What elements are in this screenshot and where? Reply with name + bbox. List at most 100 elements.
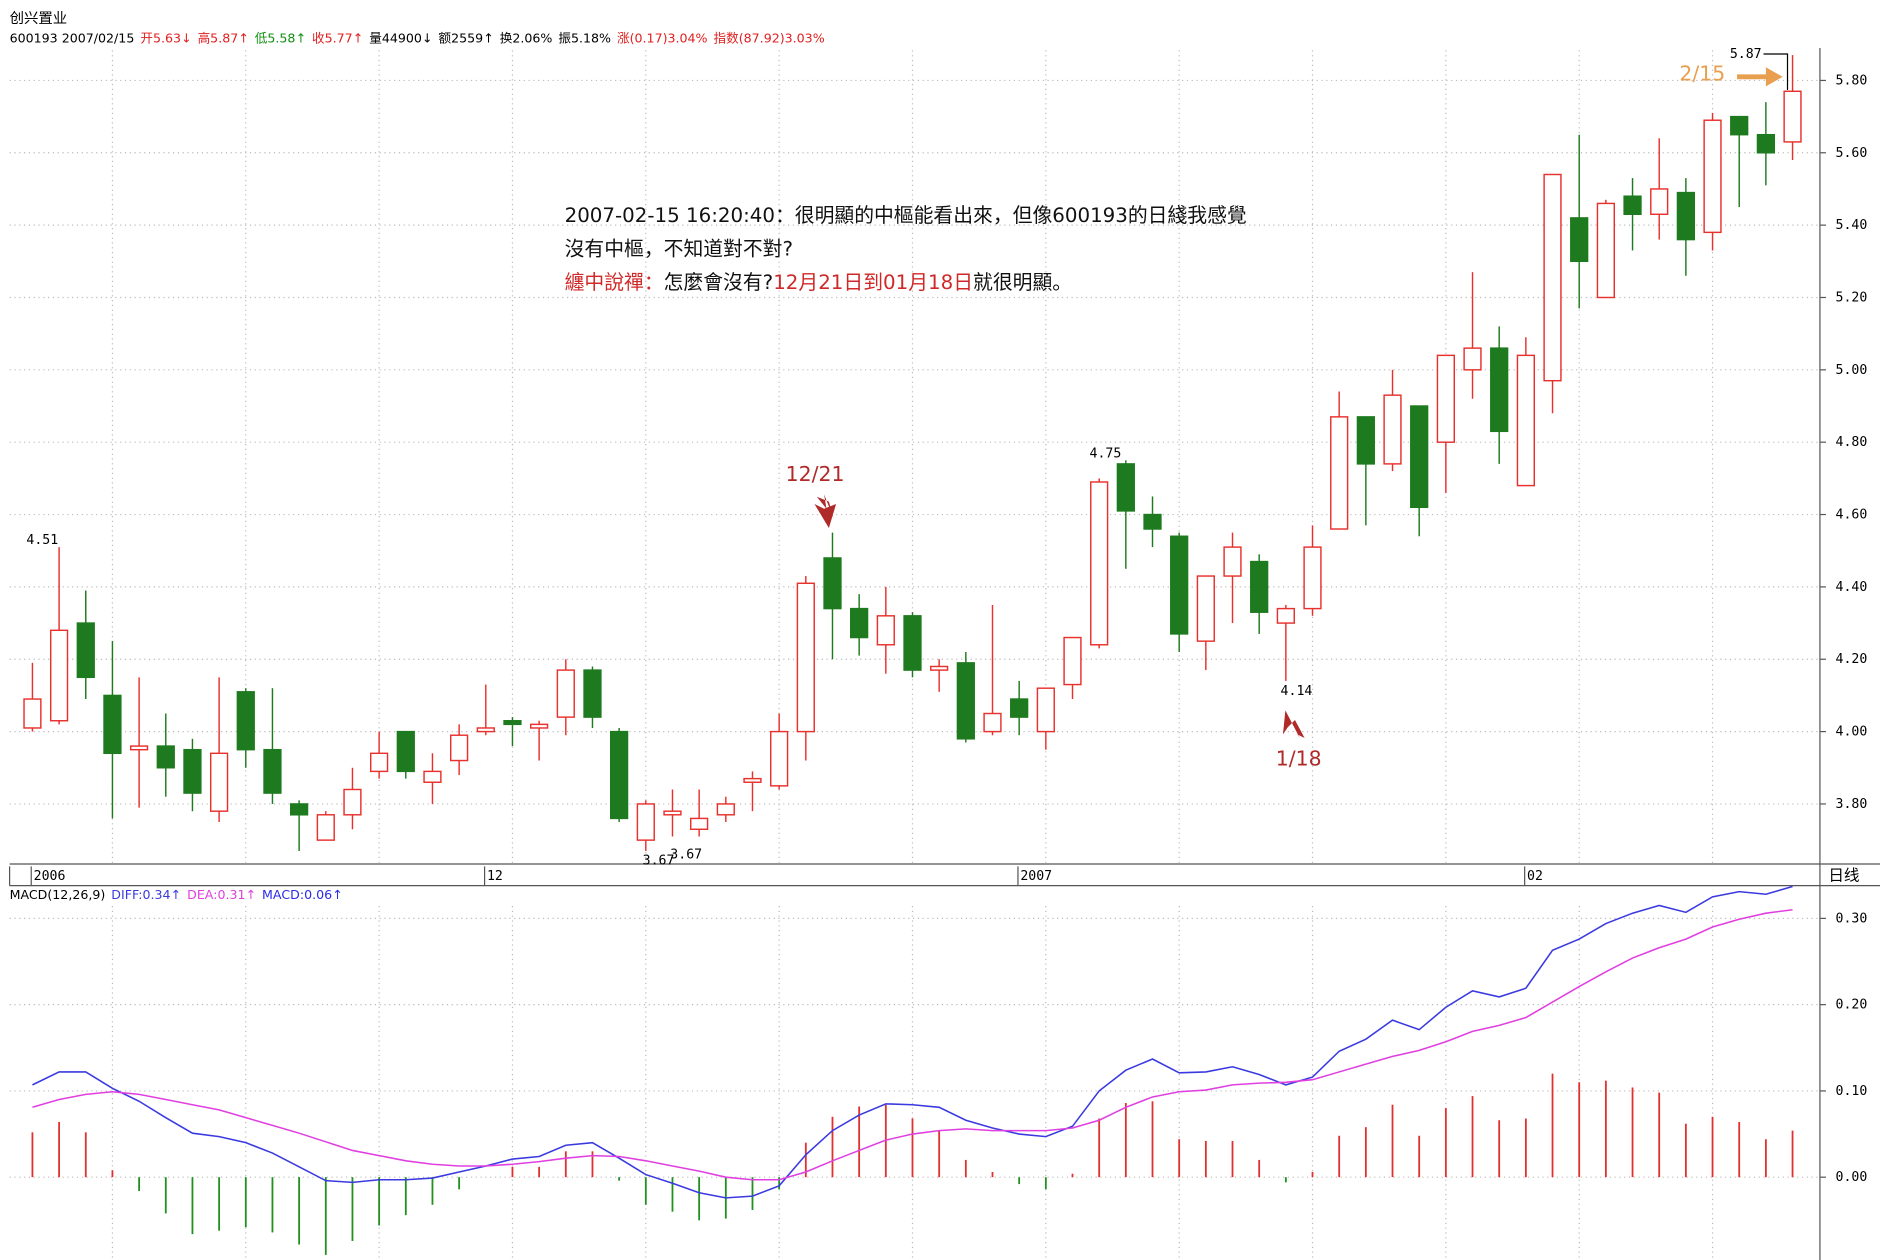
y-tick-label: 4.20: [1836, 652, 1868, 667]
arrow: [814, 494, 837, 528]
candle-body: [1196, 575, 1215, 642]
candle-body: [1516, 354, 1535, 487]
candle-body: [743, 777, 762, 783]
candle-body: [903, 615, 922, 671]
candle-body: [1276, 607, 1295, 624]
quote-field: 额2559↑: [438, 30, 493, 45]
comment-line: 沒有中樞，不知道對不對?: [565, 237, 793, 260]
candle-body: [1703, 119, 1722, 234]
candle-body: [1543, 173, 1562, 382]
quote-field: 高5.87↑: [198, 30, 249, 45]
comment-segment: 12月21日到01月18日: [773, 271, 973, 294]
stock-name: 创兴置业: [10, 10, 68, 27]
candle-body: [716, 803, 735, 816]
candle-body: [530, 723, 549, 729]
comment-segment: 就很明顯。: [973, 271, 1072, 294]
y-tick-label: 0.20: [1836, 998, 1868, 1013]
candle-body: [76, 622, 95, 679]
candle-body: [263, 748, 282, 794]
period-label: 日线: [1828, 867, 1860, 885]
quote-field: 指数(87.92)3.03%: [714, 30, 825, 45]
legend-entry: DIFF:0.34↑: [111, 887, 181, 902]
quote-field: 600193 2007/02/15: [10, 30, 135, 45]
candle-body: [103, 694, 122, 755]
candle-body: [369, 752, 389, 773]
candle-body: [1463, 347, 1482, 371]
quote-field: 开5.63↓: [140, 30, 191, 45]
annotation: 3.67: [670, 847, 702, 862]
macd-line: [32, 885, 1793, 1199]
candle-body: [1250, 560, 1269, 613]
y-tick-label: 5.00: [1836, 363, 1868, 378]
candle-body: [209, 752, 229, 812]
quote-info: 600193 2007/02/15 开5.63↓ 高5.87↑ 低5.58↑ 收5.77…: [10, 30, 825, 45]
candle-body: [503, 720, 522, 726]
quote-field: 振5.18%: [558, 30, 611, 45]
annotation: 4.75: [1090, 447, 1122, 462]
annotation: 5.87: [1730, 47, 1762, 62]
candle-body: [1090, 481, 1109, 646]
y-tick-label: 4.40: [1836, 580, 1868, 595]
comment-segment: 纏中說禪：: [565, 271, 664, 294]
annotation: 3.67: [643, 853, 675, 868]
candle-body: [396, 730, 415, 773]
candle-body: [1490, 347, 1509, 433]
candle-body: [343, 788, 362, 816]
y-tick-label: 4.80: [1836, 435, 1868, 450]
candle-body: [423, 770, 442, 783]
candle-body: [49, 629, 69, 722]
y-tick-label: 0.10: [1836, 1084, 1868, 1099]
candle-body: [1596, 202, 1615, 299]
macd-title: MACD(12,26,9): [10, 887, 106, 902]
candle-body: [1756, 133, 1776, 154]
comment-segment: 2007-02-15 16:20:40：很明顯的中樞能看出來，但像600193的…: [565, 204, 1247, 227]
candle-body: [876, 615, 895, 646]
quote-field: 涨(0.17)3.04%: [617, 30, 708, 45]
annotation: 4.14: [1281, 684, 1313, 699]
x-tick-label: 2006: [34, 869, 66, 884]
candle-body: [1410, 405, 1429, 509]
annotation-leader: [1763, 53, 1789, 90]
annotation: 2/15: [1679, 61, 1725, 85]
candle-body: [1063, 636, 1082, 686]
candle-body: [956, 662, 975, 740]
candle-body: [289, 803, 309, 816]
candle-body: [129, 745, 149, 751]
candle-body: [556, 669, 575, 718]
candle-body: [1036, 687, 1055, 733]
macd-header: MACD(12,26,9) DIFF:0.34↑ DEA:0.31↑ MACD:0.0…: [10, 887, 343, 902]
y-tick-label: 3.80: [1836, 797, 1868, 812]
x-tick-label: 12: [487, 869, 503, 884]
quote-field: 量44900↓: [369, 30, 432, 45]
candle-body: [663, 810, 682, 816]
quote-field: 收5.77↑: [312, 30, 363, 45]
y-tick-label: 5.40: [1836, 218, 1868, 233]
candle-body: [1570, 217, 1589, 263]
comment-segment: 沒有中樞，不知道對不對?: [565, 237, 793, 260]
legend-entry: MACD:0.06↑: [262, 887, 343, 902]
candle-body: [476, 727, 495, 733]
y-tick-label: 5.60: [1836, 146, 1868, 161]
arrow: [1737, 67, 1783, 87]
comment-segment: 怎麼會沒有?: [664, 271, 774, 294]
candle-body: [1303, 546, 1322, 610]
candle-body: [1623, 195, 1642, 215]
candle-body: [316, 814, 335, 841]
comment-line: 纏中說禪：怎麼會沒有?12月21日到01月18日就很明顯。: [565, 271, 1072, 294]
candle-body: [1356, 416, 1375, 465]
y-tick-label: 4.00: [1836, 725, 1868, 740]
x-tick-label: 02: [1527, 869, 1543, 884]
candle-body: [583, 669, 602, 718]
quote-field: 换2.06%: [500, 30, 553, 45]
candle-body: [1676, 191, 1696, 241]
candle-body: [1383, 394, 1402, 465]
y-tick-label: 0.30: [1836, 911, 1868, 926]
legend-entry: DEA:0.31↑: [187, 887, 256, 902]
candle-body: [236, 691, 255, 751]
quote-field: 低5.58↑: [255, 30, 306, 45]
candle-body: [1143, 513, 1162, 530]
candle-body: [1010, 698, 1029, 718]
